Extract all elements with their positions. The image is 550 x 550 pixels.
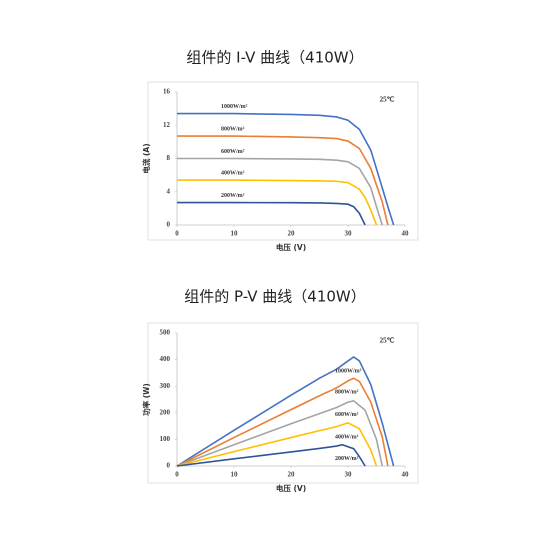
chart-frame bbox=[147, 322, 419, 484]
y-tick-label: 16 bbox=[163, 88, 171, 96]
x-tick-label: 30 bbox=[345, 471, 353, 479]
y-tick-label: 4 bbox=[167, 187, 171, 195]
x-axis-label: 电压 (V) bbox=[276, 242, 306, 252]
series-label: 600W/m² bbox=[221, 149, 245, 155]
x-axis-label: 电压 (V) bbox=[276, 483, 306, 493]
chart-frame bbox=[147, 81, 419, 241]
y-tick-label: 100 bbox=[160, 435, 171, 443]
series-line bbox=[177, 201, 366, 226]
series-line bbox=[177, 135, 389, 226]
x-tick-label: 10 bbox=[231, 471, 239, 479]
series-line bbox=[177, 179, 378, 226]
x-tick-label: 40 bbox=[402, 471, 410, 479]
series-line bbox=[177, 157, 383, 226]
x-tick-label: 10 bbox=[231, 230, 239, 238]
x-tick-label: 0 bbox=[175, 230, 179, 238]
y-tick-label: 300 bbox=[160, 382, 171, 390]
series-line bbox=[176, 377, 389, 467]
series-label: 1000W/m² bbox=[221, 104, 248, 110]
y-tick-label: 12 bbox=[163, 121, 171, 129]
chart-title: 组件的 I-V 曲线（410W） bbox=[186, 49, 363, 67]
series-line bbox=[176, 399, 383, 467]
series-label: 200W/m² bbox=[221, 193, 245, 199]
x-tick-label: 20 bbox=[288, 230, 296, 238]
series-label: 400W/m² bbox=[221, 170, 245, 176]
y-tick-label: 200 bbox=[160, 408, 171, 416]
y-axis-label: 功率 (W) bbox=[141, 383, 151, 416]
y-tick-label: 400 bbox=[160, 355, 171, 363]
annotation: 25℃ bbox=[380, 96, 395, 104]
series-label: 800W/m² bbox=[221, 126, 245, 132]
y-tick-label: 0 bbox=[167, 221, 171, 229]
annotation: 25℃ bbox=[380, 337, 395, 345]
series-line bbox=[177, 112, 395, 226]
chart-title: 组件的 P-V 曲线（410W） bbox=[184, 288, 366, 306]
x-tick-label: 40 bbox=[402, 230, 410, 238]
series-label: 200W/m² bbox=[335, 456, 359, 462]
y-tick-label: 500 bbox=[160, 329, 171, 337]
series-line bbox=[176, 355, 395, 467]
series-line bbox=[176, 422, 378, 467]
x-tick-label: 30 bbox=[345, 230, 353, 238]
y-axis-label: 电流 (A) bbox=[141, 143, 151, 173]
series-label: 1000W/m² bbox=[335, 368, 362, 374]
x-tick-label: 20 bbox=[288, 471, 296, 479]
series-label: 400W/m² bbox=[335, 434, 359, 440]
series-label: 600W/m² bbox=[335, 412, 359, 418]
x-tick-label: 0 bbox=[175, 471, 179, 479]
y-tick-label: 8 bbox=[167, 154, 171, 162]
y-tick-label: 0 bbox=[167, 462, 171, 470]
series-line bbox=[176, 443, 366, 467]
series-label: 800W/m² bbox=[335, 390, 359, 396]
